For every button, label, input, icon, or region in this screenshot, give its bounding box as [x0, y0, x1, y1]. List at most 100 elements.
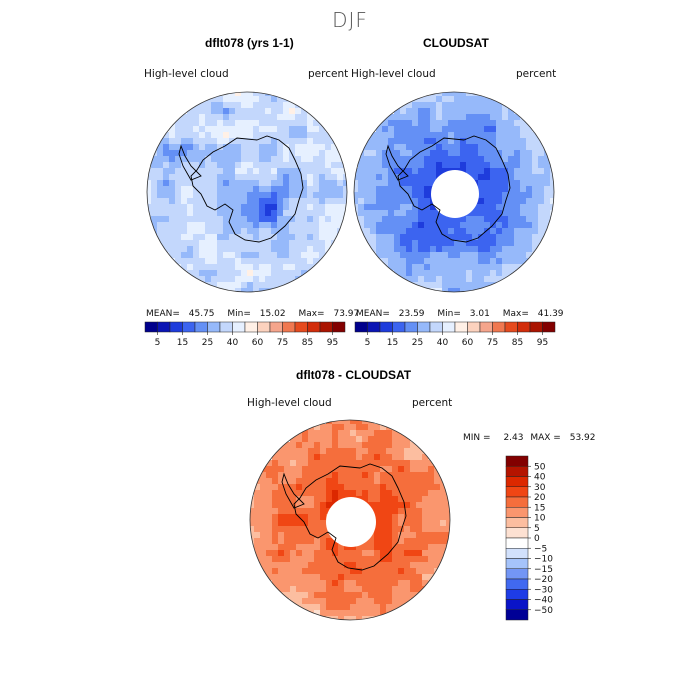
- diff-cell: [338, 610, 345, 617]
- right-cell: [406, 126, 413, 133]
- left-cell: [253, 222, 260, 229]
- left-cell: [283, 168, 290, 175]
- right-cell: [406, 252, 413, 259]
- left-cell: [175, 240, 182, 247]
- diff-cell: [404, 478, 411, 485]
- right-cell: [532, 222, 539, 229]
- left-cell: [193, 180, 200, 187]
- left-cell: [229, 102, 236, 109]
- left-cell: [325, 150, 332, 157]
- left-cell: [193, 258, 200, 265]
- diff-cell: [344, 544, 351, 551]
- right-cell: [370, 132, 377, 139]
- right-cell: [454, 222, 461, 229]
- diff-cell: [434, 484, 441, 491]
- right-cell: [472, 240, 479, 247]
- diff-cell: [416, 484, 423, 491]
- diff-cell: [416, 574, 423, 581]
- right-cell: [466, 288, 473, 292]
- right-cell: [460, 252, 467, 259]
- diff-cell: [272, 454, 279, 461]
- diff-cell: [308, 550, 315, 557]
- left-cell: [247, 240, 254, 247]
- left-cell: [181, 186, 188, 193]
- left-cell: [265, 114, 272, 121]
- right-cell: [406, 114, 413, 121]
- left-cell: [169, 252, 176, 259]
- left-cell: [265, 234, 272, 241]
- right-cell: [382, 246, 389, 253]
- right-cell: [496, 234, 503, 241]
- right-cell: [466, 228, 473, 235]
- left-cell: [229, 156, 236, 163]
- left-cell: [211, 132, 218, 139]
- right-cell: [532, 144, 539, 151]
- right-cell: [370, 156, 377, 163]
- right-cell: [424, 246, 431, 253]
- left-cell: [253, 288, 260, 292]
- left-cell: [223, 210, 230, 217]
- right-cell: [364, 144, 371, 151]
- left-cell: [259, 282, 266, 289]
- left-cell: [277, 264, 284, 271]
- diff-cell: [374, 514, 381, 521]
- right-cell: [466, 150, 473, 157]
- right-cell: [514, 234, 521, 241]
- left-cell: [169, 168, 176, 175]
- left-cell: [175, 204, 182, 211]
- season-title: DJF: [332, 8, 368, 32]
- left-cell: [265, 150, 272, 157]
- diff-cell: [260, 562, 267, 569]
- left-cell: [313, 156, 320, 163]
- left-cell: [289, 168, 296, 175]
- right-cell: [484, 186, 491, 193]
- diff-cell: [350, 430, 357, 437]
- right-cell: [520, 180, 527, 187]
- diff-cell: [326, 502, 333, 509]
- left-cell: [175, 228, 182, 235]
- left-cell: [157, 210, 164, 217]
- diff-cell: [308, 478, 315, 485]
- diff-cbar-swatch: [505, 486, 529, 498]
- left-cell: [337, 216, 344, 223]
- diff-cell: [272, 508, 279, 515]
- left-cell: [229, 120, 236, 127]
- left-cell: [217, 108, 224, 115]
- right-cell: [514, 204, 521, 211]
- diff-cell: [422, 508, 429, 515]
- diff-cell: [344, 568, 351, 575]
- left-cell: [265, 92, 272, 97]
- left-cell: [193, 126, 200, 133]
- left-cell: [331, 174, 338, 181]
- diff-cell: [320, 424, 327, 431]
- left-cell: [241, 240, 248, 247]
- diff-cbar-swatch: [505, 476, 529, 487]
- diff-cell: [332, 496, 339, 503]
- left-cell: [205, 192, 212, 199]
- left-cell: [295, 168, 302, 175]
- diff-cell: [284, 532, 291, 539]
- diff-cell: [386, 544, 393, 551]
- left-cell: [223, 108, 230, 115]
- left-cell: [181, 138, 188, 145]
- left-cell: [253, 228, 260, 235]
- right-cell: [418, 258, 425, 265]
- diff-cell: [290, 550, 297, 557]
- left-cell: [313, 174, 320, 181]
- left-cell: [313, 138, 320, 145]
- right-cell: [412, 120, 419, 127]
- right-cell: [406, 198, 413, 205]
- right-cell: [508, 162, 515, 169]
- left-cell: [247, 192, 254, 199]
- right-cell: [388, 120, 395, 127]
- right-cell: [400, 192, 407, 199]
- left-cell: [235, 180, 242, 187]
- diff-cell: [326, 460, 333, 467]
- diff-cell: [404, 598, 411, 605]
- diff-cell: [290, 460, 297, 467]
- diff-cell: [332, 592, 339, 599]
- right-cell: [460, 240, 467, 247]
- left-cell: [247, 234, 254, 241]
- diff-cell: [422, 466, 429, 473]
- left-cell: [217, 240, 224, 247]
